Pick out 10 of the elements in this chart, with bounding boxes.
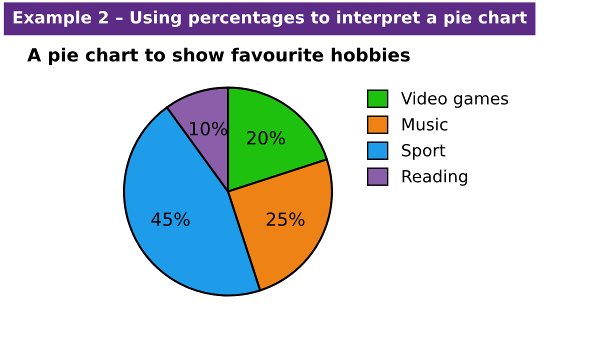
legend-label: Sport xyxy=(402,144,446,160)
data-label: 20% xyxy=(247,130,285,145)
data-label: 25% xyxy=(266,212,305,226)
data-label: 10% xyxy=(190,122,228,136)
text: Example 2 – Using percentages to interpret a pie chart xyxy=(14,10,527,27)
legend-label: Video games xyxy=(401,92,508,108)
legend-label: Reading xyxy=(402,170,468,186)
legend-label: Music xyxy=(402,118,448,131)
data-label: 45% xyxy=(151,212,190,226)
chart-title: A pie chart to show favourite hobbies xyxy=(27,48,410,66)
